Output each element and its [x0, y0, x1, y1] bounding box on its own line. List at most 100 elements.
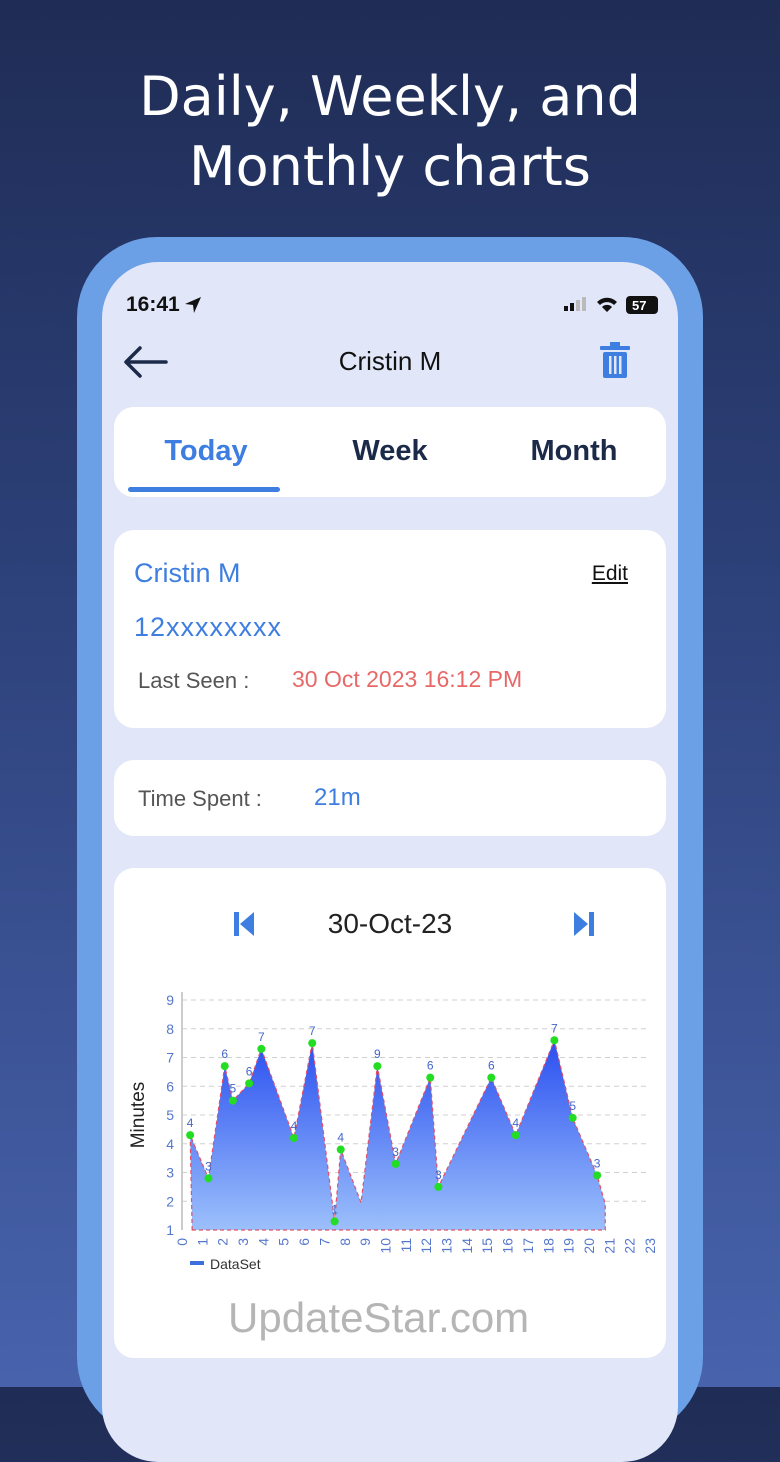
next-day-icon[interactable] — [572, 910, 594, 938]
profile-phone: 12xxxxxxxx — [134, 612, 283, 642]
trash-icon[interactable] — [600, 342, 630, 378]
data-label: 6 — [427, 1059, 434, 1073]
y-tick-label: 4 — [166, 1136, 174, 1152]
current-date: 30-Oct-23 — [327, 908, 453, 939]
headline: Daily, Weekly, and Monthly charts — [0, 62, 780, 202]
y-tick-label: 3 — [166, 1165, 174, 1181]
location-arrow-icon — [184, 297, 201, 313]
x-tick-label: 22 — [622, 1238, 638, 1254]
area-series — [189, 1038, 606, 1231]
data-label: 9 — [374, 1047, 381, 1061]
data-point — [289, 1134, 298, 1142]
edit-link[interactable]: Edit — [591, 562, 628, 585]
time-spent-label: Time Spent : — [138, 786, 262, 811]
page-title: Cristin M — [338, 346, 442, 376]
x-tick-label: 2 — [215, 1238, 231, 1246]
data-point — [220, 1062, 229, 1071]
tab-month[interactable]: Month — [530, 435, 618, 467]
profile-name: Cristin M — [134, 558, 241, 588]
watermark: UpdateStar.com — [228, 1294, 530, 1341]
x-tick-label: 10 — [377, 1238, 393, 1254]
time-spent-card: Time Spent : 21m — [114, 760, 666, 836]
data-point — [391, 1159, 400, 1168]
x-tick-label: 23 — [642, 1238, 658, 1254]
y-tick-label: 8 — [166, 1021, 174, 1037]
x-tick-label: 13 — [439, 1238, 455, 1254]
y-tick-label: 9 — [166, 992, 174, 1008]
data-label: 5 — [230, 1082, 237, 1096]
data-label: 5 — [569, 1099, 576, 1113]
period-tabs: Today Week Month — [114, 407, 666, 497]
data-point — [568, 1113, 577, 1122]
data-label: 3 — [392, 1145, 399, 1159]
wifi-icon — [597, 297, 617, 312]
data-label: 4 — [512, 1116, 519, 1130]
last-seen-value: 30 Oct 2023 16:12 PM — [292, 666, 523, 692]
tab-week[interactable]: Week — [352, 435, 428, 467]
x-tick-label: 19 — [561, 1238, 577, 1254]
data-point — [434, 1182, 443, 1191]
headline-line-2: Monthly charts — [189, 135, 591, 198]
data-point — [373, 1062, 382, 1071]
data-point — [336, 1145, 345, 1154]
previous-day-icon[interactable] — [234, 910, 256, 938]
data-label: 3 — [594, 1156, 601, 1170]
x-tick-label: 4 — [255, 1238, 271, 1246]
data-point — [550, 1036, 559, 1045]
data-point — [308, 1039, 317, 1048]
data-point — [487, 1073, 496, 1082]
y-tick-label: 2 — [166, 1193, 174, 1209]
legend-swatch — [190, 1261, 204, 1265]
phone-screen: 16:41 57 Cristin M Today Week Month Cris… — [102, 262, 678, 1462]
x-tick-label: 7 — [316, 1238, 332, 1246]
x-tick-label: 16 — [500, 1238, 516, 1254]
profile-card: Cristin M Edit 12xxxxxxxx Last Seen : 30… — [114, 530, 666, 728]
data-label: 7 — [551, 1021, 558, 1035]
data-point — [228, 1096, 237, 1105]
data-label: 7 — [258, 1030, 265, 1044]
x-tick-label: 12 — [418, 1238, 434, 1254]
y-tick-label: 5 — [166, 1107, 174, 1123]
data-point — [186, 1131, 195, 1140]
data-label: 6 — [246, 1064, 253, 1078]
status-time: 16:41 — [126, 293, 180, 316]
battery-icon: 57 — [626, 296, 658, 314]
x-tick-label: 17 — [520, 1238, 536, 1254]
chart-card: 30-Oct-23 1 2 3 4 5 6 7 8 9 0 1 2 3 4 5 6 7 8 9 10 11 12 13 14 1… — [114, 868, 666, 1358]
data-label: 7 — [309, 1024, 316, 1038]
x-tick-label: 6 — [296, 1238, 312, 1246]
data-point — [257, 1044, 266, 1053]
signal-icon — [564, 297, 586, 311]
last-seen-label: Last Seen : — [138, 668, 250, 693]
data-label: 4 — [187, 1116, 194, 1130]
x-tick-label: 18 — [540, 1238, 556, 1254]
x-tick-label: 5 — [276, 1238, 292, 1246]
data-point — [204, 1174, 213, 1183]
data-point — [330, 1217, 339, 1226]
data-point — [511, 1131, 520, 1140]
x-tick-label: 8 — [337, 1238, 353, 1246]
data-label: 3 — [205, 1159, 212, 1173]
status-bar: 16:41 57 — [126, 292, 658, 318]
back-arrow-icon[interactable] — [122, 344, 168, 380]
x-tick-label: 3 — [235, 1238, 251, 1246]
time-spent-value: 21m — [314, 784, 361, 811]
x-tick-label: 11 — [398, 1238, 414, 1253]
x-tick-label: 15 — [479, 1238, 495, 1254]
date-navigator: 30-Oct-23 — [114, 906, 666, 942]
x-tick-label: 1 — [194, 1238, 210, 1246]
headline-line-1: Daily, Weekly, and — [139, 65, 641, 128]
legend-label: DataSet — [210, 1256, 261, 1272]
data-point — [245, 1079, 254, 1088]
y-tick-label: 6 — [166, 1078, 174, 1094]
x-tick-label: 9 — [357, 1238, 373, 1246]
nav-bar: Cristin M — [102, 340, 678, 384]
battery-level: 57 — [632, 297, 647, 313]
data-point — [593, 1171, 602, 1180]
data-label: 3 — [435, 1168, 442, 1182]
tab-today[interactable]: Today — [114, 407, 298, 497]
y-tick-label: 7 — [166, 1050, 174, 1066]
x-tick-label: 20 — [581, 1238, 597, 1254]
data-label: 6 — [488, 1059, 495, 1073]
